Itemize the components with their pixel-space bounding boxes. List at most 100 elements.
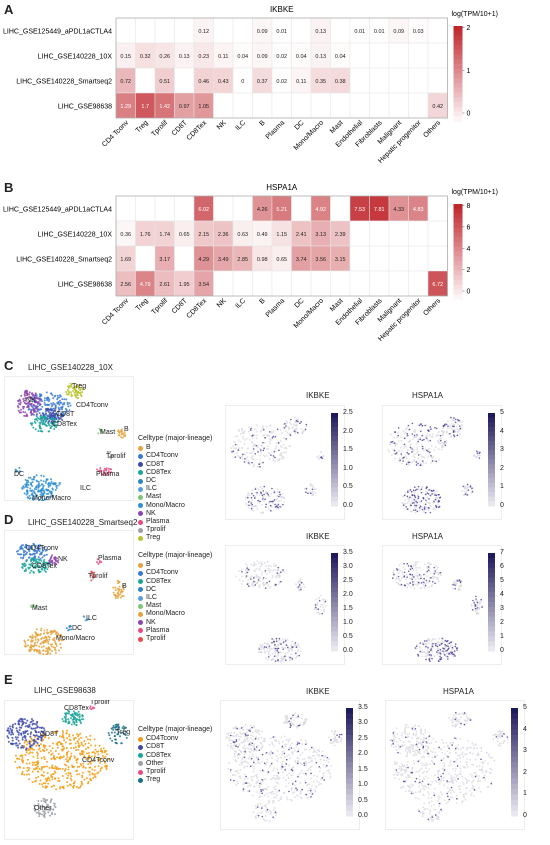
cell-point <box>57 632 60 635</box>
cell-point <box>422 643 425 646</box>
cell-point <box>431 638 434 640</box>
cell-point <box>258 749 261 752</box>
cluster-label: DC <box>14 471 24 478</box>
cell-point <box>261 644 264 646</box>
cell-point <box>301 788 303 791</box>
heatmap-cell <box>369 67 390 94</box>
cell-point <box>398 457 401 459</box>
cell-point <box>94 765 97 768</box>
cell-point <box>280 580 282 583</box>
cluster-label: Mono/Macro <box>32 495 71 501</box>
row-label: LIHC_GSE98638 <box>58 282 112 289</box>
cell-point <box>247 492 250 495</box>
cell-point <box>404 584 406 587</box>
cell-point <box>55 742 58 745</box>
cell-point <box>305 487 308 490</box>
plot-frame <box>4 530 134 655</box>
cell-point <box>31 634 34 637</box>
cell-value: 6.72 <box>432 282 443 288</box>
cell-point <box>20 758 23 761</box>
cell-point <box>66 756 69 759</box>
cell-point <box>424 424 426 427</box>
cell-point <box>64 712 67 715</box>
cell-point <box>444 639 447 642</box>
cell-point <box>75 724 78 727</box>
heatmap-cell <box>135 17 156 44</box>
legend-label: CD8Tex <box>146 468 171 476</box>
cell-point <box>40 479 43 482</box>
cell-point <box>25 762 28 765</box>
cell-point <box>415 647 418 650</box>
cell-point <box>299 790 302 793</box>
cell-point <box>269 565 272 568</box>
cell-point <box>404 491 407 494</box>
cell-point <box>115 742 118 745</box>
cell-point <box>40 489 43 492</box>
cell-point <box>433 655 436 658</box>
heatmap-title: HSPA1A <box>266 183 298 192</box>
heatmap-cell <box>388 245 409 272</box>
cell-point <box>409 573 412 576</box>
cell-point <box>427 569 430 571</box>
cell-point <box>290 747 293 749</box>
cell-point <box>80 722 83 725</box>
cell-point <box>410 504 412 507</box>
cell-point <box>31 553 34 556</box>
cell-point <box>419 437 421 439</box>
cell-point <box>32 748 35 751</box>
cell-point <box>445 644 448 647</box>
legend-swatch <box>138 620 143 626</box>
cell-point <box>430 462 432 464</box>
cell-point <box>416 449 419 451</box>
cell-point <box>69 772 72 775</box>
umap-d-title: LIHC_GSE140228_Smartseq2 <box>28 518 138 527</box>
cell-point <box>421 447 424 450</box>
cell-point <box>37 776 40 779</box>
cell-point <box>397 575 400 578</box>
column-label: NK <box>216 119 228 131</box>
cell-point <box>309 768 312 771</box>
cell-point <box>232 445 234 447</box>
cell-point <box>279 651 282 654</box>
cell-point <box>241 427 243 430</box>
cell-point <box>435 642 437 645</box>
legend-label: Tprolif <box>146 635 166 643</box>
cell-point <box>41 487 44 490</box>
cell-point <box>27 484 30 487</box>
legend-item: B <box>138 561 212 569</box>
cell-point <box>75 769 78 772</box>
cell-point <box>51 752 54 755</box>
cell-point <box>413 428 416 431</box>
cell-point <box>54 771 57 774</box>
cell-point <box>272 776 275 779</box>
cell-point <box>474 610 477 613</box>
cell-point <box>251 726 253 729</box>
cell-point <box>68 710 71 713</box>
cell-point <box>45 492 48 495</box>
cell-point <box>62 785 65 788</box>
cell-point <box>230 745 232 747</box>
cell-point <box>296 644 299 647</box>
cell-point <box>475 598 477 600</box>
cell-point <box>18 766 21 769</box>
cell-point <box>406 495 409 498</box>
heatmap-cell <box>310 270 331 297</box>
cell-point <box>300 738 302 741</box>
cell-point <box>254 488 257 490</box>
cell-point <box>229 746 232 749</box>
cell-point <box>335 741 338 744</box>
cell-point <box>43 746 46 749</box>
cell-point <box>245 734 247 737</box>
legend-label: CD4Tconv <box>146 569 179 577</box>
cell-point <box>52 757 55 760</box>
cell-point <box>77 742 80 745</box>
cell-point <box>445 423 448 426</box>
cell-point <box>104 764 107 767</box>
cell-point <box>280 571 282 574</box>
cell-point <box>55 633 58 636</box>
cell-point <box>91 751 94 754</box>
cell-point <box>282 503 284 506</box>
colorbar-step <box>453 83 463 89</box>
colorbar-step <box>488 436 495 442</box>
cell-point <box>257 451 259 453</box>
